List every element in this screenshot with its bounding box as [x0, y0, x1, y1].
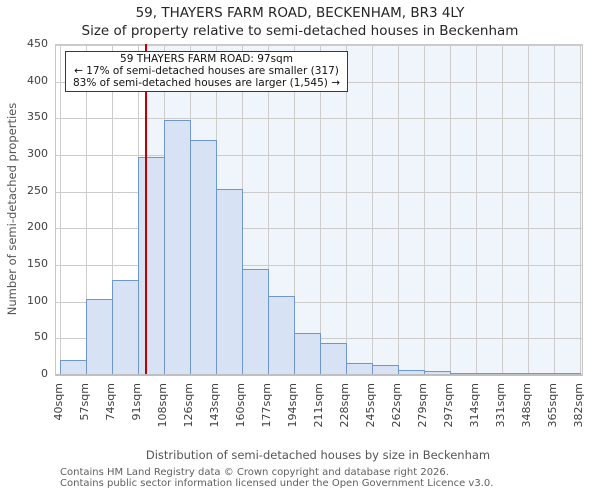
- histogram-bar: [164, 120, 191, 375]
- x-gridline: [476, 45, 477, 375]
- histogram-bar: [216, 189, 243, 375]
- x-tick-label: 160sqm: [234, 383, 247, 428]
- x-tick-label: 228sqm: [338, 383, 351, 428]
- x-tick-label: 91sqm: [130, 383, 143, 421]
- x-gridline: [450, 45, 451, 375]
- y-tick-label: 400: [27, 73, 48, 87]
- histogram-bar: [242, 269, 269, 375]
- x-gridline: [346, 45, 347, 375]
- histogram-bar: [320, 343, 347, 375]
- plot-area: [55, 44, 583, 376]
- x-gridline: [268, 45, 269, 375]
- annotation-box: 59 THAYERS FARM ROAD: 97sqm ← 17% of sem…: [65, 51, 348, 92]
- y-gridline: [56, 265, 582, 266]
- y-tick-label: 350: [27, 110, 48, 124]
- x-gridline: [320, 45, 321, 375]
- y-tick-label: 50: [34, 330, 48, 344]
- x-gridline: [372, 45, 373, 375]
- chart-title: 59, THAYERS FARM ROAD, BECKENHAM, BR3 4L…: [135, 5, 465, 21]
- x-tick-label: 40sqm: [52, 383, 65, 421]
- x-tick-label: 57sqm: [78, 383, 91, 421]
- y-gridline: [56, 118, 582, 120]
- x-axis-title: Distribution of semi-detached houses by …: [145, 448, 491, 462]
- x-tick-label: 126sqm: [182, 383, 195, 428]
- y-gridline: [56, 191, 582, 193]
- x-axis-spine: [56, 374, 582, 376]
- x-gridline: [86, 45, 87, 375]
- x-gridline: [294, 45, 295, 375]
- x-gridline: [528, 45, 529, 375]
- annotation-smaller-stat: ← 17% of semi-detached houses are smalle…: [74, 65, 339, 77]
- x-tick-label: 262sqm: [390, 383, 403, 428]
- histogram-bar: [268, 296, 295, 375]
- x-tick-label: 314sqm: [468, 383, 481, 428]
- x-gridline: [398, 45, 399, 375]
- footer-attribution-1: Contains HM Land Registry data © Crown c…: [60, 467, 449, 478]
- y-tick-label: 250: [27, 183, 48, 197]
- x-gridline: [502, 45, 503, 375]
- x-tick-label: 177sqm: [260, 383, 273, 428]
- y-tick-label: 0: [41, 367, 48, 380]
- histogram-bar: [190, 140, 217, 375]
- x-tick-label: 365sqm: [546, 383, 559, 428]
- x-gridline: [580, 45, 581, 375]
- histogram-bar: [294, 333, 321, 375]
- y-gridline: [56, 301, 582, 303]
- histogram-bar: [112, 280, 139, 375]
- x-gridline: [554, 45, 555, 375]
- histogram-bar: [138, 157, 165, 375]
- y-gridline: [56, 228, 582, 230]
- x-gridline: [60, 45, 61, 375]
- annotation-larger-stat: 83% of semi-detached houses are larger (…: [72, 77, 340, 89]
- annotation-property-label: 59 THAYERS FARM ROAD: 97sqm: [120, 53, 293, 65]
- x-gridline: [112, 45, 113, 375]
- x-tick-label: 74sqm: [104, 383, 117, 421]
- y-tick-label: 300: [27, 147, 48, 160]
- x-tick-label: 194sqm: [286, 383, 299, 428]
- property-size-marker-line: [145, 44, 148, 374]
- x-tick-label: 331sqm: [494, 383, 507, 428]
- y-gridline: [56, 155, 582, 156]
- y-tick-label: 150: [27, 257, 48, 270]
- footer-attribution-2: Contains public sector information licen…: [60, 478, 494, 489]
- x-tick-label: 211sqm: [312, 383, 325, 428]
- x-tick-label: 143sqm: [208, 383, 221, 428]
- histogram-bar: [60, 360, 87, 375]
- y-axis-title: Number of semi-detached properties: [5, 102, 19, 316]
- x-tick-label: 108sqm: [156, 383, 169, 428]
- x-tick-label: 279sqm: [416, 383, 429, 428]
- x-tick-label: 382sqm: [572, 383, 585, 428]
- x-tick-label: 245sqm: [364, 383, 377, 428]
- x-tick-label: 297sqm: [442, 383, 455, 428]
- y-tick-label: 450: [27, 37, 48, 50]
- chart-subtitle: Size of property relative to semi-detach…: [81, 23, 519, 39]
- histogram-bar: [86, 299, 113, 375]
- y-tick-label: 200: [27, 220, 48, 234]
- y-gridline: [56, 45, 582, 46]
- y-tick-label: 100: [27, 293, 48, 307]
- x-gridline: [424, 45, 425, 375]
- x-tick-label: 348sqm: [520, 383, 533, 428]
